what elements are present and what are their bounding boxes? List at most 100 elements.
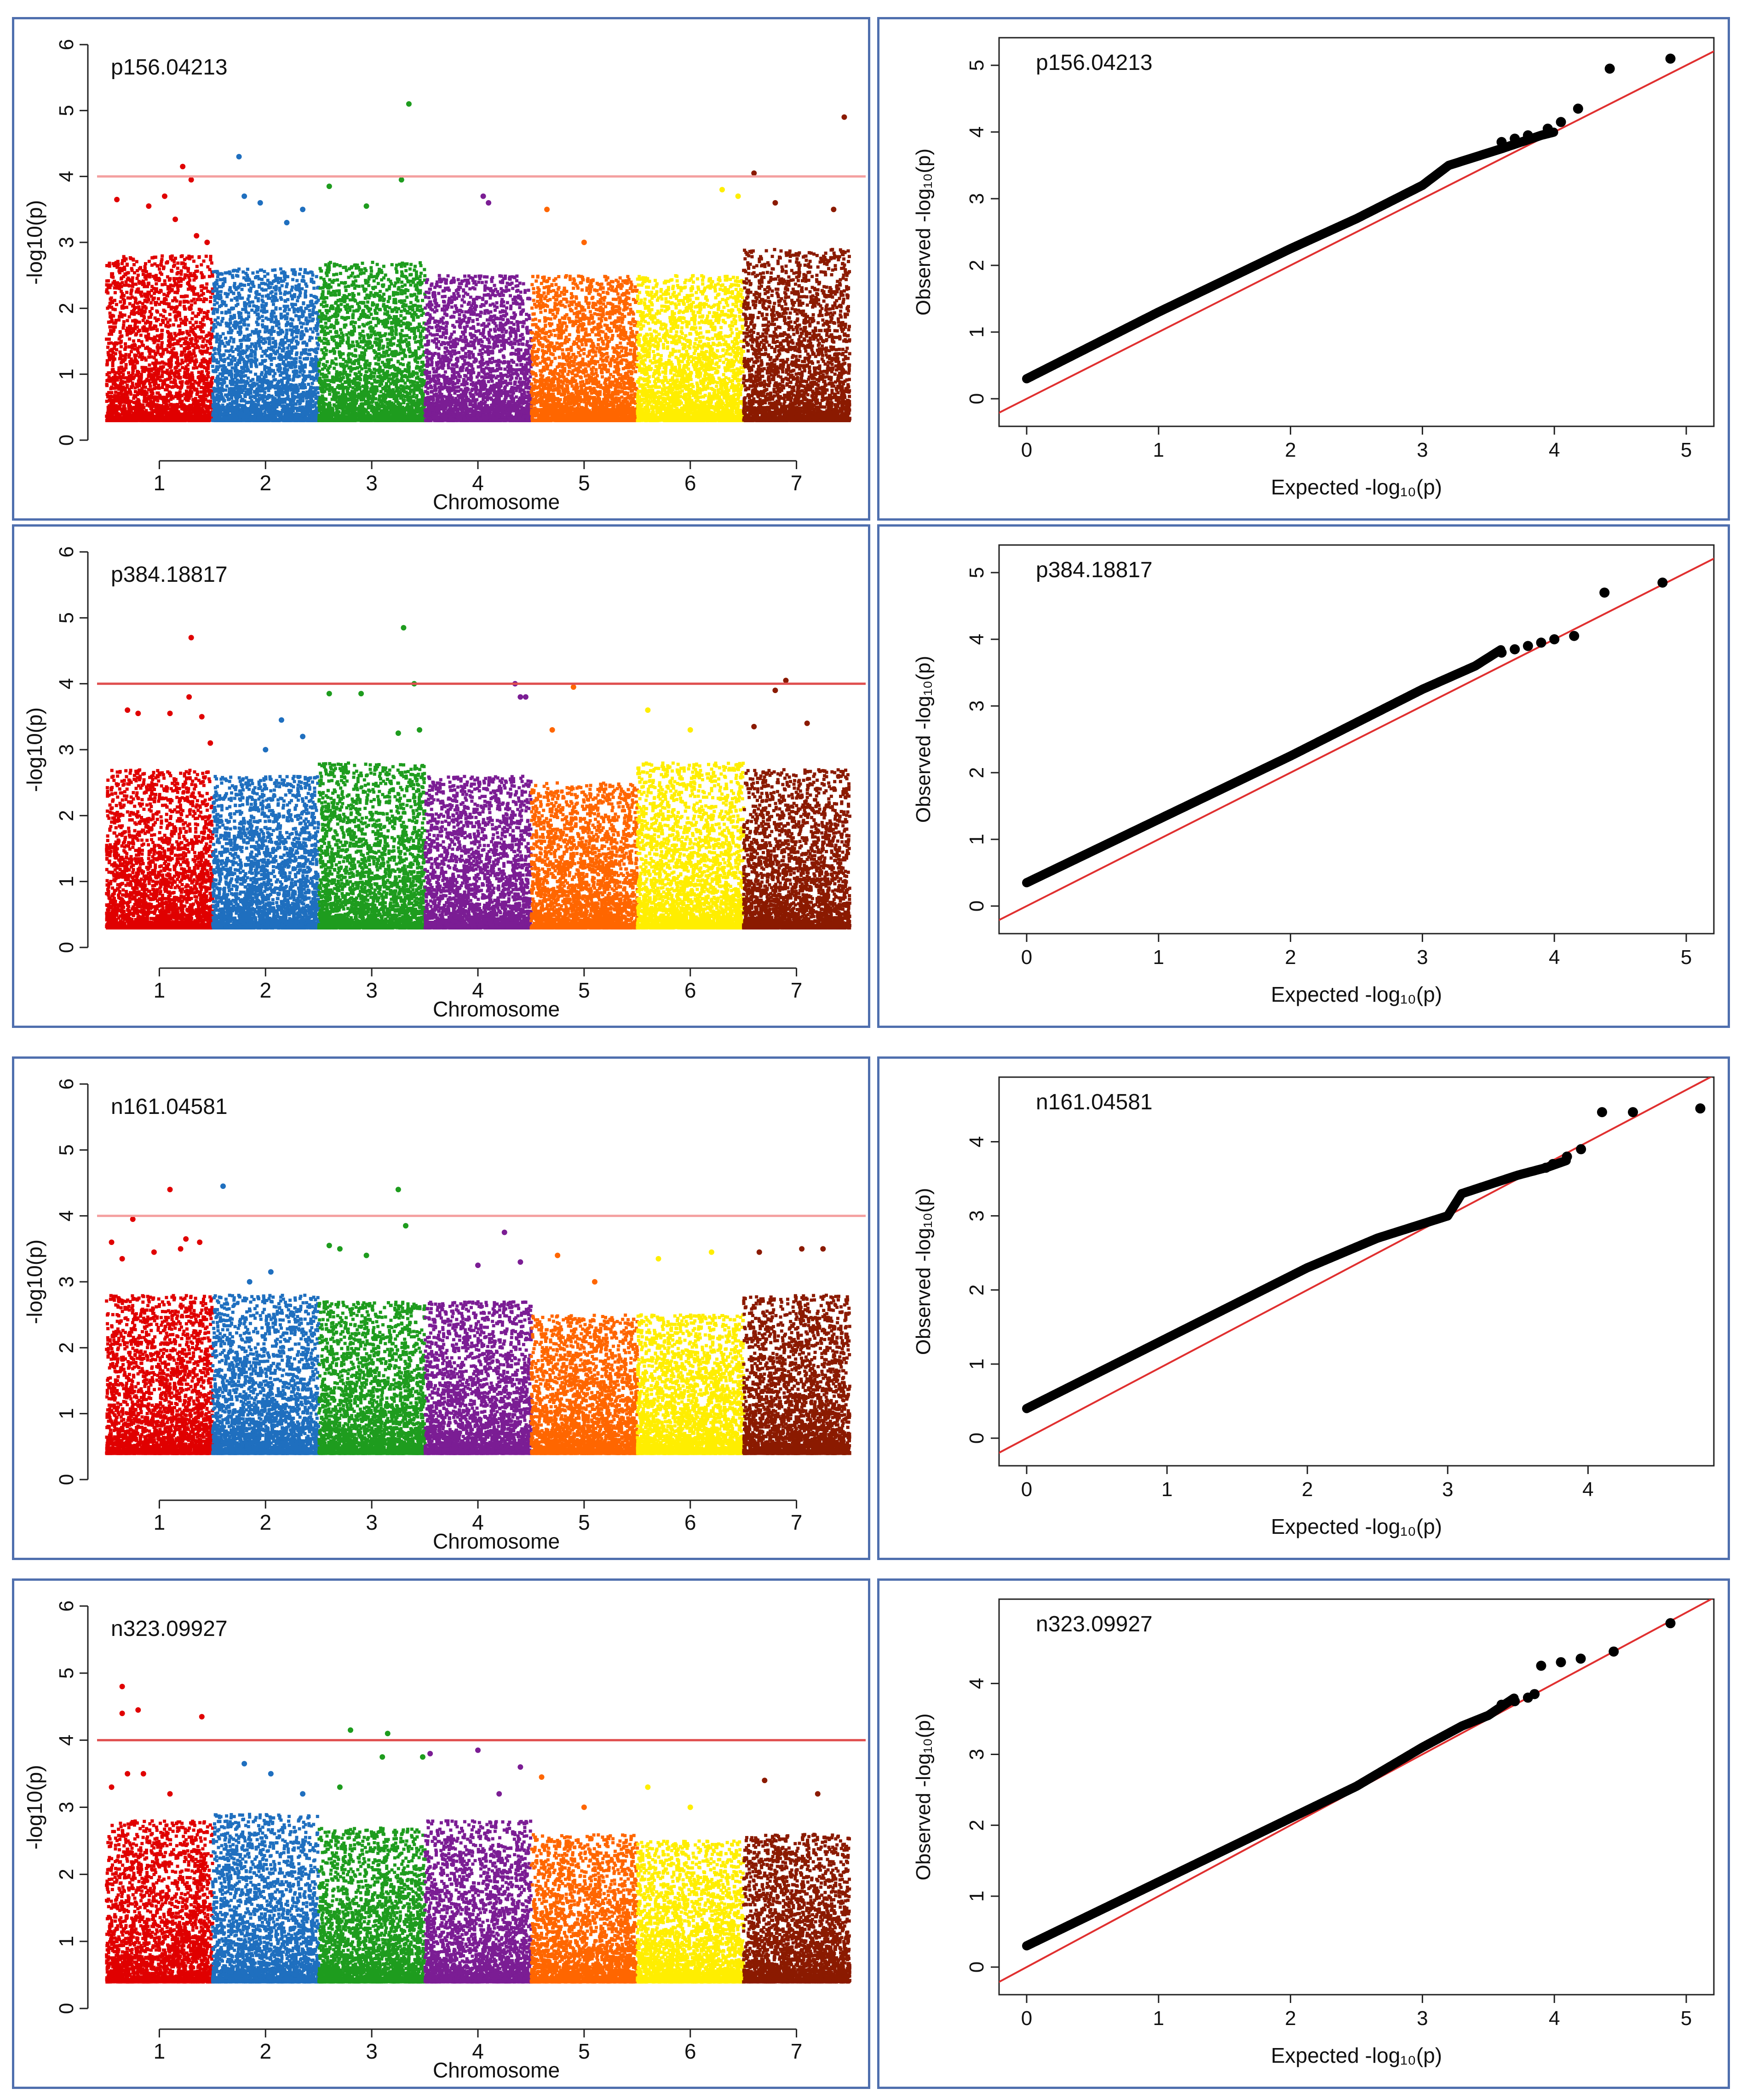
chromosome-1-points xyxy=(105,769,214,930)
y-tick-label: 4 xyxy=(55,1734,78,1745)
peak-point-chr5 xyxy=(592,1279,598,1285)
peak-point-chr1 xyxy=(120,1710,125,1716)
chromosome-4-points xyxy=(424,775,533,930)
y-tick-label: 1 xyxy=(55,1408,78,1419)
manhattan-panel-p384: 0 1 2 3 4 5 6 -log10(p) 1 2 3 4 5 6 7 Chromosome p384.18… xyxy=(12,524,870,1028)
qq-tail-point xyxy=(1695,1103,1706,1113)
peak-point-chr1 xyxy=(120,1256,125,1262)
y-tick-label: 2 xyxy=(55,303,78,314)
peak-points xyxy=(114,101,847,245)
chromosome-2-points xyxy=(211,1813,321,1984)
peak-point-chr3 xyxy=(385,1731,391,1736)
peak-point-chr5 xyxy=(581,1805,587,1810)
peak-point-chr2 xyxy=(279,717,284,723)
peak-points xyxy=(109,1183,826,1285)
peak-point-chr1 xyxy=(183,1236,189,1242)
qq-tail-point xyxy=(1576,1653,1586,1664)
y-axis-label: -log10(p) xyxy=(23,1765,46,1849)
qq-tail-point xyxy=(1529,1689,1540,1699)
x-tick-label: 4 xyxy=(1582,1478,1593,1501)
qq-tail-point xyxy=(1666,54,1676,64)
peak-point-chr4 xyxy=(427,1751,433,1756)
peak-point-chr2 xyxy=(241,1761,247,1767)
qq-tail-point xyxy=(1549,634,1559,644)
y-tick-label: 4 xyxy=(965,1678,988,1689)
peak-point-chr1 xyxy=(167,711,173,716)
peak-point-chr4 xyxy=(475,1748,481,1753)
peak-point-chr5 xyxy=(571,684,576,690)
x-tick-label: 4 xyxy=(1549,946,1560,969)
x-tick-label: 3 xyxy=(366,1510,378,1534)
x-tick-label: 1 xyxy=(154,1510,166,1534)
y-tick-label: 1 xyxy=(55,1936,78,1947)
y-tick-label: 5 xyxy=(55,1144,78,1155)
x-tick-label: 7 xyxy=(791,1510,803,1534)
y-tick-label: 6 xyxy=(55,1079,78,1090)
qq-tail-point xyxy=(1599,588,1609,598)
y-tick-label: 4 xyxy=(55,678,78,689)
y-tick-label: 5 xyxy=(55,105,78,116)
y-tick-label: 1 xyxy=(965,327,988,338)
peak-point-chr1 xyxy=(189,177,194,183)
chromosome-6-points xyxy=(636,274,745,422)
peak-point-chr4 xyxy=(523,694,529,700)
qq-tail-point xyxy=(1543,124,1553,134)
peak-point-chr1 xyxy=(130,1216,136,1222)
peak-point-chr3 xyxy=(417,727,422,733)
manhattan-panel-n161: 0 1 2 3 4 5 6 -log10(p) 1 2 3 4 5 6 7 Chromosome n161.04… xyxy=(12,1056,870,1560)
chromosome-1-points xyxy=(105,254,214,422)
x-tick-label: 5 xyxy=(1681,2007,1692,2030)
y-tick-label: 0 xyxy=(965,1962,988,1973)
qq-tail-point xyxy=(1548,1159,1558,1169)
y-tick-label: 4 xyxy=(965,634,988,645)
peak-point-chr4 xyxy=(486,200,491,206)
chromosome-4-points xyxy=(424,1819,533,1984)
peak-point-chr3 xyxy=(396,1187,401,1192)
plot-frame xyxy=(999,1077,1714,1466)
qq-tail-point xyxy=(1569,631,1579,641)
chromosome-5-points xyxy=(529,274,639,422)
y-tick-label: 1 xyxy=(965,834,988,845)
chromosome-4-points xyxy=(424,1300,533,1455)
peak-point-chr2 xyxy=(241,194,247,199)
x-tick-label: 2 xyxy=(1285,946,1296,969)
x-tick-label: 2 xyxy=(259,978,271,1002)
x-axis-label: Chromosome xyxy=(433,1529,560,1553)
peak-point-chr2 xyxy=(300,1791,305,1796)
peak-point-chr3 xyxy=(337,1246,343,1251)
peak-point-chr1 xyxy=(167,1791,173,1796)
x-tick-label: 0 xyxy=(1021,946,1032,969)
x-axis-label: Chromosome xyxy=(433,490,560,514)
peak-point-chr6 xyxy=(645,1784,650,1790)
peak-point-chr4 xyxy=(502,1230,507,1235)
peak-point-chr6 xyxy=(688,727,693,733)
x-axis-label: Expected -log₁₀(p) xyxy=(1271,982,1442,1006)
expected-diagonal-line xyxy=(886,1059,1728,1512)
peak-point-chr2 xyxy=(300,207,305,212)
chromosome-7-points xyxy=(742,1294,851,1455)
panel-title: n161.04581 xyxy=(111,1095,228,1119)
peak-point-chr1 xyxy=(151,1250,157,1255)
peak-point-chr3 xyxy=(327,691,332,696)
y-axis-label: Observed -log₁₀(p) xyxy=(912,149,935,316)
peak-point-chr2 xyxy=(300,734,305,739)
chromosome-7-points xyxy=(742,1833,851,1984)
y-tick-label: 5 xyxy=(55,612,78,623)
peak-point-chr1 xyxy=(146,203,151,209)
qq-tail-point xyxy=(1609,1647,1619,1657)
peak-point-chr3 xyxy=(420,1754,425,1760)
plot-frame xyxy=(999,1599,1714,1995)
qq-tail-point xyxy=(1496,137,1506,147)
peak-point-chr7 xyxy=(751,171,757,176)
qq-tail-point xyxy=(1576,1144,1586,1154)
qq-points xyxy=(1022,1693,1519,1951)
panel-title: p384.18817 xyxy=(1036,558,1153,582)
x-tick-label: 6 xyxy=(684,978,696,1002)
